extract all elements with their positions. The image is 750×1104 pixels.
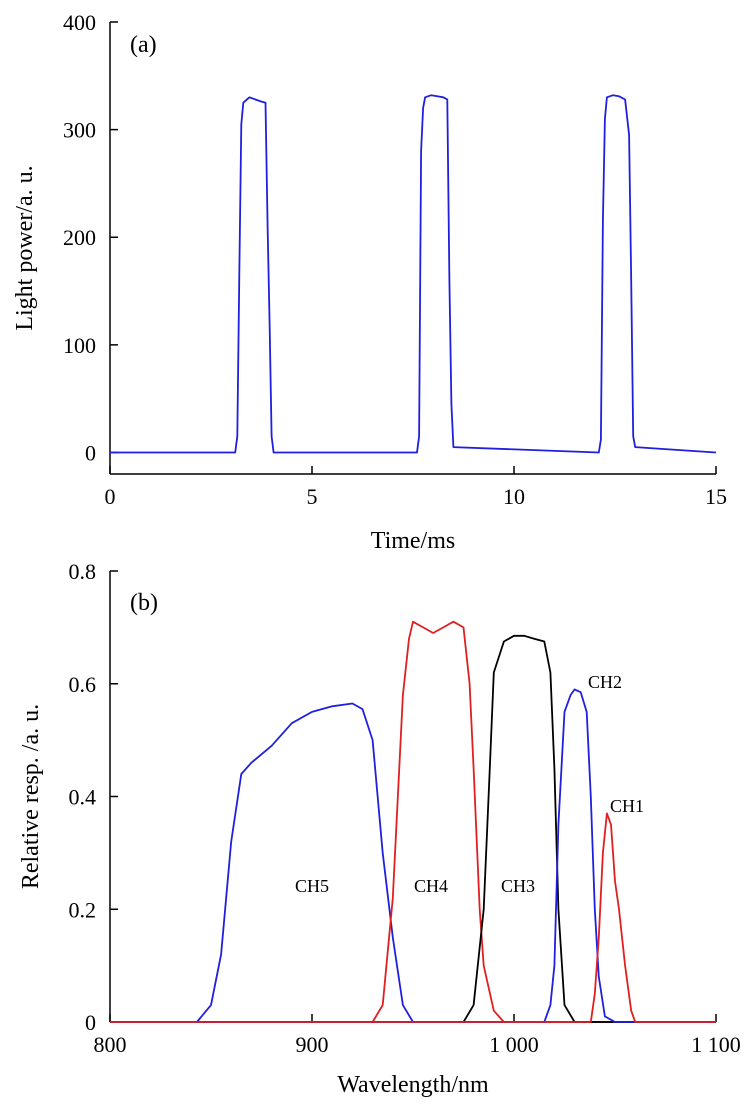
series-label-ch2: CH2 <box>588 672 622 692</box>
series-label-ch3: CH3 <box>501 876 535 896</box>
x-axis-title: Time/ms <box>371 528 455 554</box>
series-line <box>110 94 717 454</box>
x-tick-label: 15 <box>705 484 727 509</box>
y-tick-label: 300 <box>63 118 96 143</box>
y-tick-label: 0 <box>85 440 96 465</box>
x-tick-label: 0 <box>105 484 116 509</box>
y-tick-label: 400 <box>63 10 96 35</box>
series-line-ch4 <box>110 620 716 1023</box>
y-tick-label: 0.6 <box>69 672 97 697</box>
chart-panel-b: 0 0.2 0.4 0.6 0.8 800 900 1 000 1 100 Wavelength/… <box>18 559 741 1098</box>
series-label-ch1: CH1 <box>610 796 644 816</box>
y-tick-label: 100 <box>63 333 96 358</box>
x-tick-label: 900 <box>296 1032 329 1057</box>
chart-panel-a: 0 100 200 300 400 0 5 10 15 Time/ms Light power/a.… <box>12 10 727 554</box>
panel-label: (a) <box>130 32 157 58</box>
y-tick-label: 0.8 <box>69 559 97 584</box>
series-line-ch3 <box>110 634 716 1023</box>
panel-label: (b) <box>130 590 158 616</box>
y-tick-label: 0.2 <box>69 897 97 922</box>
series-line-ch2 <box>110 688 716 1023</box>
series-label-ch4: CH4 <box>414 876 448 896</box>
x-axis-title: Wavelength/nm <box>337 1072 489 1098</box>
x-tick-label: 5 <box>307 484 318 509</box>
series-line-ch5 <box>110 702 716 1023</box>
x-tick-label: 1 100 <box>691 1032 741 1057</box>
y-tick-label: 0 <box>85 1010 96 1035</box>
y-tick-label: 200 <box>63 225 96 250</box>
x-tick-label: 1 000 <box>489 1032 539 1057</box>
x-tick-label: 10 <box>503 484 525 509</box>
x-tick-label: 800 <box>94 1032 127 1057</box>
y-tick-label: 0.4 <box>69 785 97 810</box>
y-axis-title: Relative resp. /a. u. <box>18 704 44 889</box>
series-label-ch5: CH5 <box>295 876 329 896</box>
series-line-ch1 <box>110 812 716 1023</box>
y-axis-title: Light power/a. u. <box>12 165 38 330</box>
